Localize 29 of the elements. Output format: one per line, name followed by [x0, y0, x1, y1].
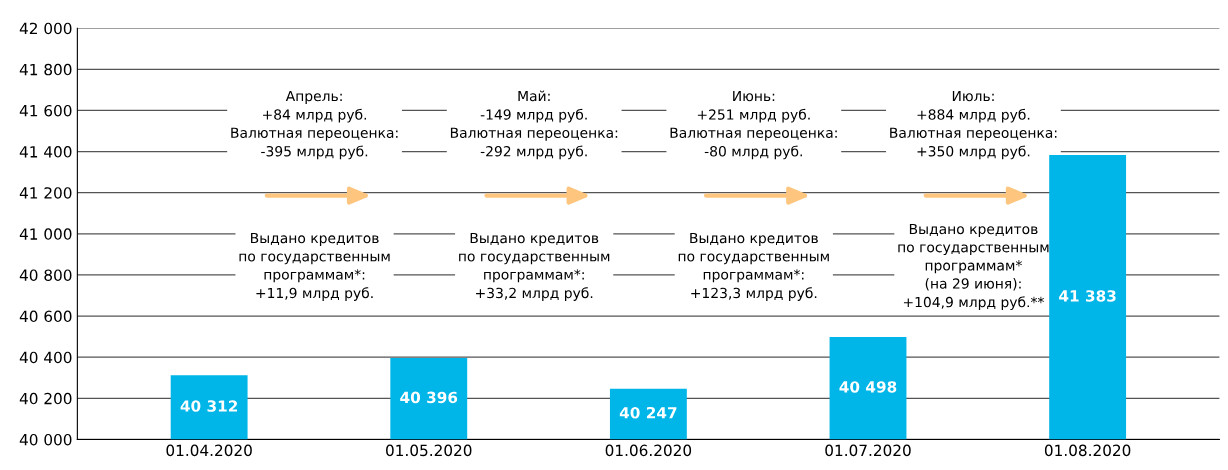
x-tick-label: 01.04.2020: [166, 444, 252, 457]
y-tick-label: 41 200: [19, 187, 72, 199]
y-tick-label: 41 800: [19, 63, 72, 76]
y-tick-label: 40 600: [19, 310, 72, 323]
data-label: 40 396: [400, 391, 458, 404]
x-tick-label: 01.07.2020: [825, 444, 911, 457]
y-tick-label: 40 000: [19, 433, 72, 446]
annotation: Апрель: +84 млрд руб. Валютная переоценка: -395 млрд руб.: [231, 90, 398, 160]
annotation: Май: -149 млрд руб. Валютная переоценка: -292 млрд руб.: [450, 90, 618, 160]
annotation: Июль: +884 млрд руб. Валютная переоценка: +350 млрд руб.: [890, 90, 1057, 160]
y-tick-label: 40 200: [19, 392, 72, 405]
y-tick-label: 41 000: [19, 228, 72, 240]
annotation: Выдано кредитов по государственным программам*: +11,9 млрд руб.: [239, 232, 390, 301]
data-label: 40 312: [180, 400, 238, 412]
annotation: Выдано кредитов по государственным программам*: +123,3 млрд руб.: [678, 232, 829, 301]
y-tick-label: 42 000: [19, 22, 72, 35]
data-label: 40 498: [839, 381, 897, 393]
y-tick-label: 41 400: [19, 146, 72, 158]
y-tick-label: 40 400: [19, 351, 72, 364]
data-label: 40 247: [619, 406, 677, 419]
annotation: Выдано кредитов по государственным программам* (на 29 июня): +104,9 млрд руб.**: [898, 223, 1049, 310]
y-tick-label: 40 800: [19, 269, 72, 281]
x-tick-label: 01.05.2020: [386, 444, 472, 457]
y-tick-label: 41 600: [19, 104, 72, 117]
x-tick-label: 01.06.2020: [605, 444, 692, 457]
data-label: 41 383: [1059, 290, 1116, 302]
x-tick-label: 01.08.2020: [1044, 444, 1131, 457]
annotation: Выдано кредитов по государственным программам*: +33,2 млрд руб.: [459, 232, 610, 301]
annotation: Июнь: +251 млрд руб. Валютная переоценка: -80 млрд руб.: [670, 90, 837, 160]
